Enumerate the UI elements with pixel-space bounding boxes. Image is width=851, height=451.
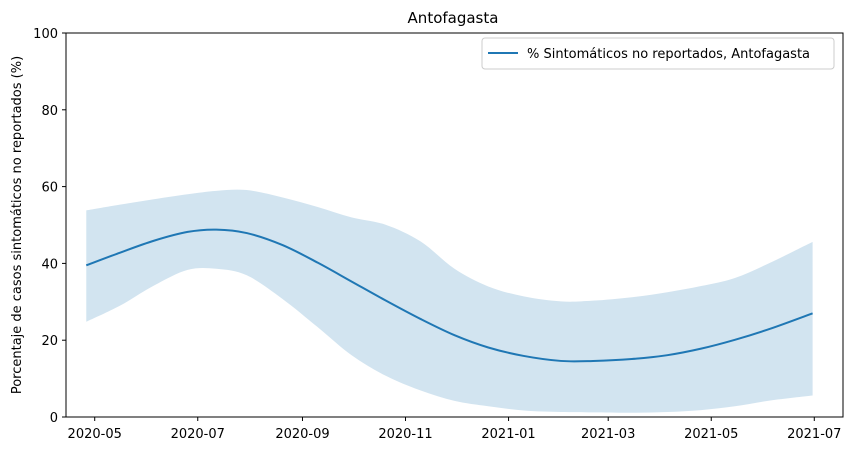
- y-tick-label: 0: [50, 411, 58, 426]
- plot-area: [85, 189, 813, 413]
- legend: % Sintomáticos no reportados, Antofagast…: [481, 37, 835, 70]
- x-tick-label: 2021-07: [787, 427, 841, 442]
- x-tick-label: 2021-03: [581, 427, 635, 442]
- x-tick-label: 2020-07: [171, 427, 225, 442]
- axes-frame: [65, 32, 844, 418]
- x-tick-label: 2020-09: [275, 427, 329, 442]
- x-tick-label: 2020-05: [68, 427, 122, 442]
- axes: 2020-05 2020-07 2020-09 2020-11 2021-01 2021-…: [33, 27, 844, 442]
- y-axis-label: Porcentaje de casos sintomáticos no repo…: [10, 56, 25, 394]
- series-line: [85, 228, 813, 363]
- y-tick-label: 20: [41, 334, 58, 349]
- x-tick-label: 2021-01: [481, 427, 535, 442]
- y-tick-label: 100: [33, 27, 58, 42]
- chart-title: Antofagasta: [408, 9, 499, 27]
- y-tick-label: 40: [41, 257, 58, 272]
- legend-box: [481, 37, 835, 70]
- y-tick-label: 60: [41, 181, 58, 196]
- x-tick-label: 2020-11: [378, 427, 432, 442]
- legend-label: % Sintomáticos no reportados, Antofagast…: [527, 47, 810, 62]
- y-tick-label: 80: [41, 104, 58, 119]
- confidence-band: [86, 189, 813, 413]
- x-tick-label: 2021-05: [684, 427, 738, 442]
